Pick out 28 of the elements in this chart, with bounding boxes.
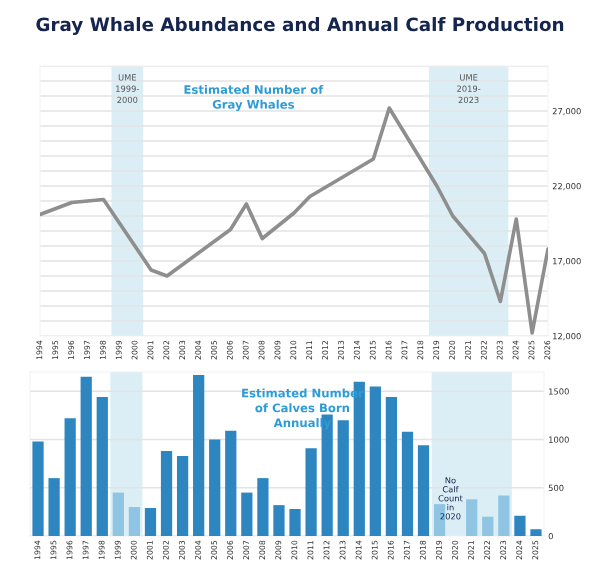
bar [209, 439, 221, 536]
bar [530, 529, 542, 536]
bar [514, 515, 526, 536]
bar [32, 441, 44, 536]
bar [112, 492, 124, 536]
bar [482, 516, 494, 536]
bar [160, 451, 173, 536]
bar [64, 418, 76, 536]
bar [401, 431, 414, 536]
bar [176, 455, 189, 536]
bar [417, 445, 430, 536]
bar [369, 386, 381, 536]
bar [241, 492, 253, 536]
bar [385, 397, 398, 536]
bar [289, 508, 301, 536]
bar [273, 505, 285, 536]
bar [144, 508, 157, 536]
bar [466, 499, 478, 536]
bar [498, 495, 510, 536]
bar [80, 376, 92, 536]
bar [257, 478, 269, 536]
bar [225, 430, 237, 536]
bar [305, 448, 317, 536]
chart-title: Gray Whale Abundance and Annual Calf Production [36, 17, 564, 35]
bar [48, 478, 60, 536]
bar [193, 374, 205, 536]
bar [337, 420, 349, 536]
bar [128, 507, 141, 536]
